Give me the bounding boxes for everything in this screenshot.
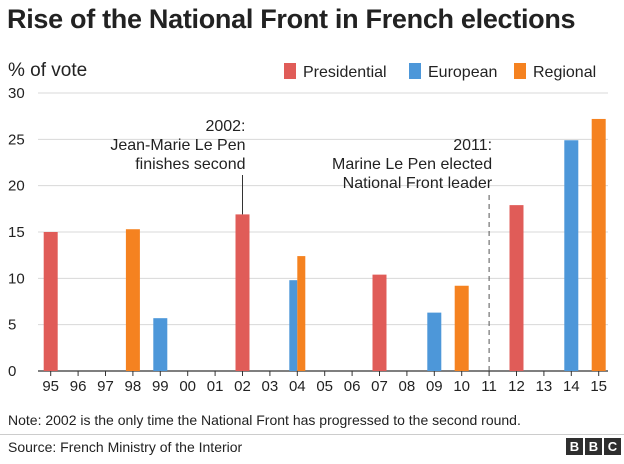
x-tick-label: 98 [125,378,142,395]
annotation-text: Jean-Marie Le Pen [110,137,245,154]
logo-letter: B [566,438,583,455]
x-tick-label: 00 [179,378,196,395]
annotation-text: 2011: [453,137,492,154]
bar-regional [125,229,140,371]
y-tick-label: 0 [8,363,16,380]
source-credit: Source: French Ministry of the Interior [8,439,243,455]
bbc-logo: B B C [566,438,621,455]
y-tick-label: 15 [8,224,25,241]
legend-swatch [514,63,526,79]
x-tick-label: 01 [207,378,224,395]
x-tick-label: 03 [262,378,279,395]
bar-presidential [43,232,58,371]
x-tick-label: 11 [481,378,497,395]
annotation-text: National Front leader [343,175,493,192]
bar-european [564,140,579,371]
annotation-text: finishes second [135,156,245,173]
annotation-text: Marine Le Pen elected [332,156,492,173]
x-tick-label: 05 [316,378,333,395]
bar-presidential [235,214,250,371]
legend-swatch [284,63,296,79]
x-tick-label: 99 [152,378,169,395]
bar-european [289,280,298,371]
x-tick-label: 06 [344,378,361,395]
x-tick-label: 04 [289,378,306,395]
legend-label: Regional [533,64,596,81]
bar-european [427,312,442,371]
x-tick-label: 14 [563,378,580,395]
bar-presidential [509,205,524,371]
chart-title: Rise of the National Front in French ele… [7,4,576,34]
x-tick-label: 12 [508,378,525,395]
x-tick-label: 08 [399,378,416,395]
legend-label: European [428,64,497,81]
x-tick-label: 15 [590,378,607,395]
x-tick-label: 96 [70,378,87,395]
x-tick-label: 95 [42,378,59,395]
logo-letter: B [585,438,602,455]
bar-presidential [372,274,387,371]
x-tick-label: 07 [371,378,388,395]
logo-letter: C [604,438,621,455]
y-tick-label: 10 [8,270,25,287]
y-tick-label: 30 [8,85,25,102]
bar-regional [591,118,606,372]
x-tick-label: 97 [97,378,114,395]
bar-regional [297,256,306,371]
x-tick-label: 10 [453,378,470,395]
chart-note: Note: 2002 is the only time the National… [8,412,521,428]
y-tick-label: 25 [8,131,25,148]
y-tick-label: 5 [8,317,16,334]
y-axis-label: % of vote [8,60,87,81]
legend-swatch [409,63,421,79]
legend-label: Presidential [303,64,387,81]
divider [0,434,624,435]
x-tick-label: 13 [536,378,553,395]
x-tick-label: 09 [426,378,443,395]
y-tick-label: 20 [8,178,25,195]
bar-regional [454,285,469,371]
x-tick-label: 02 [234,378,251,395]
bar-european [153,318,168,371]
annotation-text: 2002: [205,118,245,135]
